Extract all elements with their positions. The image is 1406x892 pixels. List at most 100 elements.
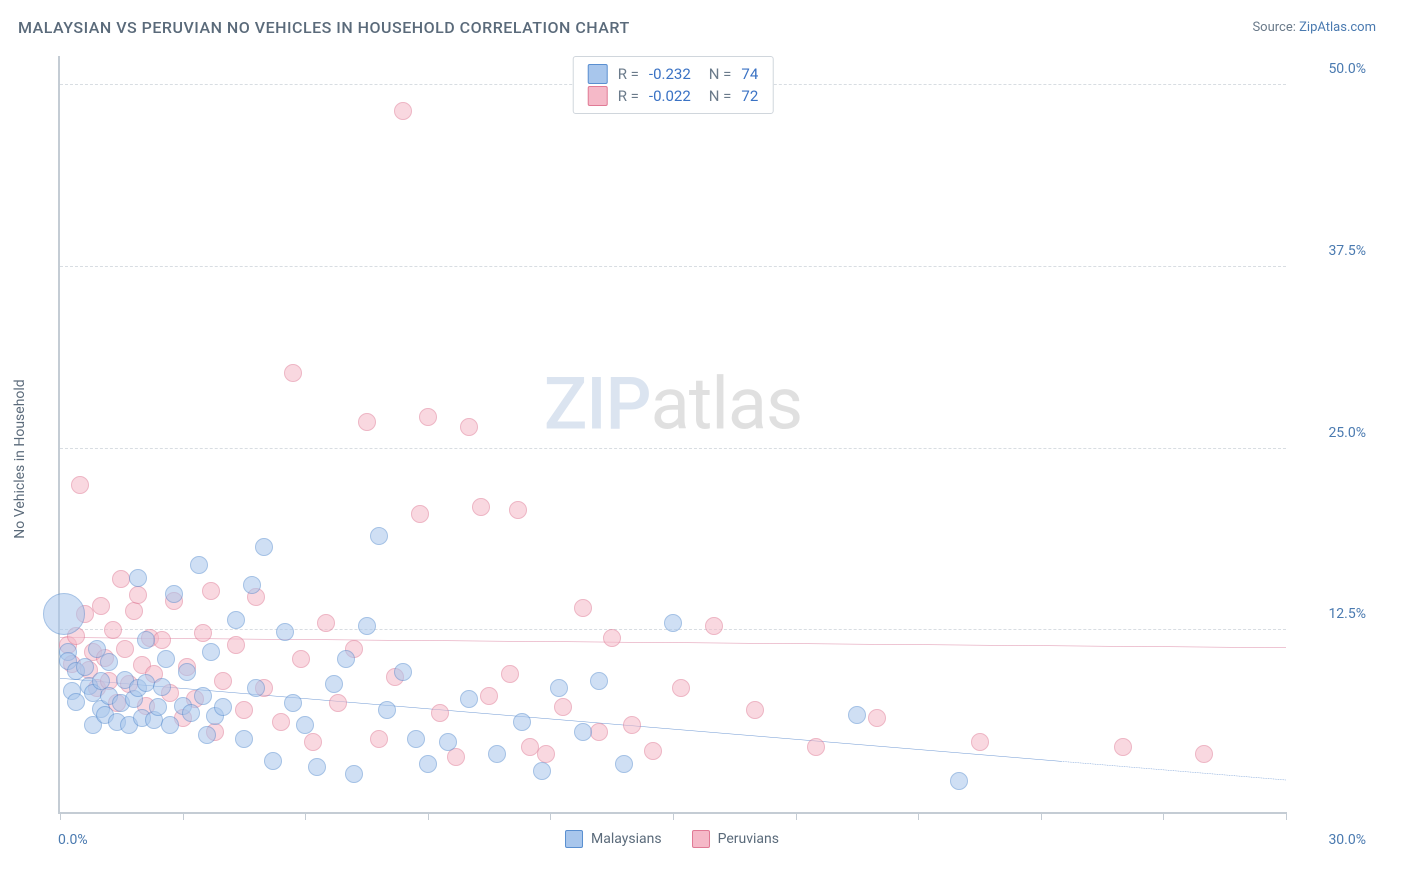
data-point: [574, 599, 592, 617]
data-point: [509, 501, 527, 519]
data-point: [644, 742, 662, 760]
data-point: [272, 713, 290, 731]
grid-line: [60, 448, 1286, 449]
data-point: [264, 752, 282, 770]
data-point: [182, 704, 200, 722]
data-point: [100, 653, 118, 671]
data-point: [345, 765, 363, 783]
x-tick: [796, 812, 797, 820]
data-point: [194, 687, 212, 705]
data-point: [590, 723, 608, 741]
stats-legend: R =-0.232 N =74 R =-0.022 N =72: [573, 56, 774, 114]
chart-title: MALAYSIAN VS PERUVIAN NO VEHICLES IN HOU…: [18, 18, 630, 37]
data-point: [513, 713, 531, 731]
y-axis-label: No Vehicles in Household: [12, 379, 28, 538]
data-point: [672, 679, 690, 697]
data-point: [227, 611, 245, 629]
y-tick-label: 25.0%: [1328, 425, 1366, 441]
x-axis-min-label: 0.0%: [58, 832, 88, 848]
data-point: [116, 640, 134, 658]
data-point: [329, 694, 347, 712]
data-point: [308, 758, 326, 776]
data-point: [276, 623, 294, 641]
data-point: [284, 364, 302, 382]
data-point: [411, 505, 429, 523]
data-point: [284, 694, 302, 712]
data-point: [137, 631, 155, 649]
data-point: [317, 614, 335, 632]
data-point: [165, 585, 183, 603]
data-point: [255, 538, 273, 556]
data-point: [129, 569, 147, 587]
bottom-legend: Malaysians Peruvians: [565, 830, 779, 848]
x-tick: [60, 812, 61, 820]
x-tick: [1163, 812, 1164, 820]
data-point: [214, 698, 232, 716]
data-point: [623, 716, 641, 734]
data-point: [746, 701, 764, 719]
data-point: [370, 527, 388, 545]
grid-line: [60, 266, 1286, 267]
data-point: [137, 674, 155, 692]
y-tick-label: 37.5%: [1328, 243, 1366, 259]
data-point: [615, 755, 633, 773]
data-point: [125, 602, 143, 620]
plot-area: ZIPatlas R =-0.232 N =74 R =-0.022 N =72…: [58, 56, 1286, 814]
data-point: [603, 629, 621, 647]
data-point: [129, 586, 147, 604]
data-point: [190, 556, 208, 574]
data-point: [574, 723, 592, 741]
data-point: [971, 733, 989, 751]
stats-row-peruvians: R =-0.022 N =72: [588, 85, 759, 107]
data-point: [358, 413, 376, 431]
data-point: [537, 745, 555, 763]
data-point: [1114, 738, 1132, 756]
data-point: [202, 643, 220, 661]
x-axis-row: 0.0% Malaysians Peruvians 30.0%: [58, 822, 1286, 862]
data-point: [247, 679, 265, 697]
data-point: [807, 738, 825, 756]
swatch-icon: [692, 830, 710, 848]
trend-lines: [60, 56, 1286, 812]
data-point: [550, 679, 568, 697]
y-tick-label: 12.5%: [1328, 606, 1366, 622]
data-point: [157, 650, 175, 668]
data-point: [43, 593, 85, 635]
data-point: [533, 762, 551, 780]
data-point: [104, 621, 122, 639]
x-tick: [673, 812, 674, 820]
data-point: [848, 706, 866, 724]
source-attribution: Source: ZipAtlas.com: [1252, 20, 1376, 35]
data-point: [161, 716, 179, 734]
data-point: [521, 738, 539, 756]
data-point: [235, 730, 253, 748]
x-axis-max-label: 30.0%: [1328, 832, 1366, 848]
data-point: [554, 698, 572, 716]
data-point: [149, 698, 167, 716]
legend-item-malaysians: Malaysians: [565, 830, 662, 848]
x-tick: [918, 812, 919, 820]
data-point: [67, 693, 85, 711]
data-point: [235, 701, 253, 719]
data-point: [431, 704, 449, 722]
data-point: [501, 665, 519, 683]
data-point: [153, 631, 171, 649]
stats-row-malaysians: R =-0.232 N =74: [588, 63, 759, 85]
watermark: ZIPatlas: [544, 361, 802, 446]
data-point: [950, 772, 968, 790]
data-point: [337, 650, 355, 668]
data-point: [358, 617, 376, 635]
data-point: [112, 570, 130, 588]
data-point: [394, 102, 412, 120]
data-point: [153, 678, 171, 696]
data-point: [419, 408, 437, 426]
swatch-icon: [588, 64, 608, 84]
data-point: [480, 687, 498, 705]
data-point: [590, 672, 608, 690]
data-point: [178, 663, 196, 681]
data-point: [202, 582, 220, 600]
data-point: [407, 730, 425, 748]
data-point: [243, 576, 261, 594]
x-tick: [183, 812, 184, 820]
source-link[interactable]: ZipAtlas.com: [1299, 20, 1376, 35]
